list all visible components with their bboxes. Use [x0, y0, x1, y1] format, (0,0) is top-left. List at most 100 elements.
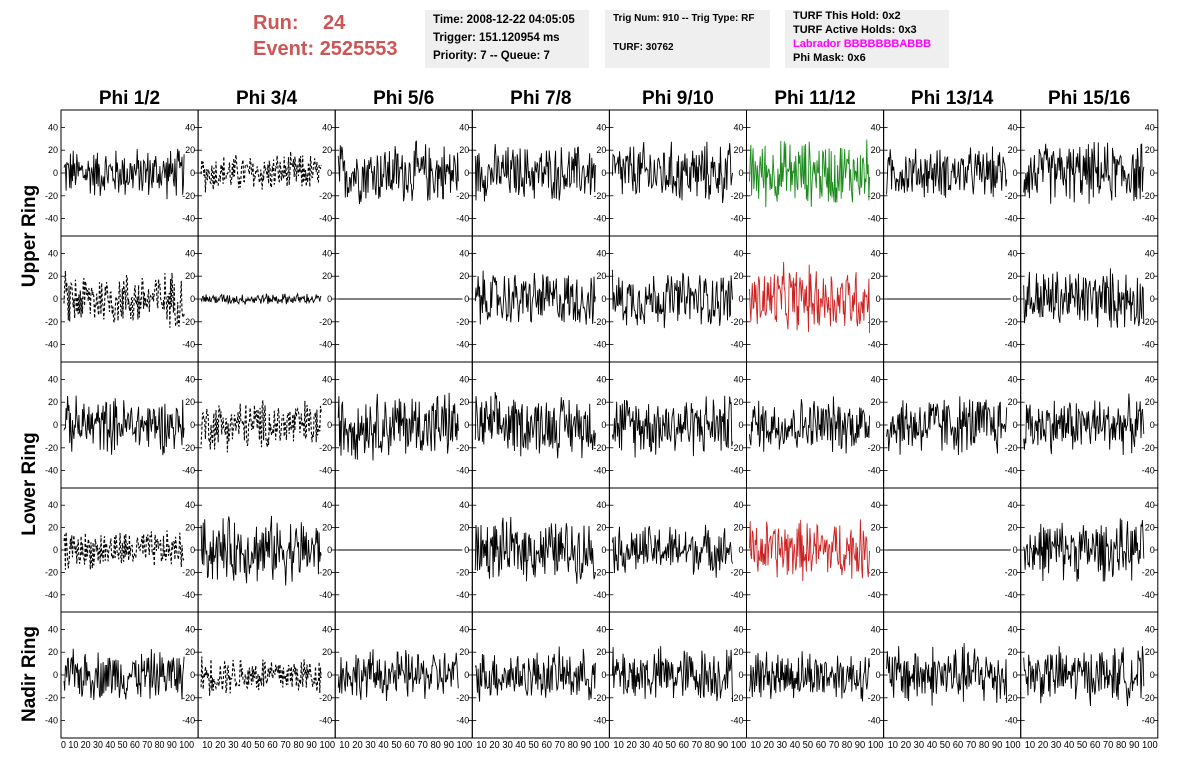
- y-tick-label: 40: [871, 500, 881, 510]
- y-tick-label: -40: [45, 214, 58, 224]
- y-tick-label: -20: [45, 443, 58, 453]
- y-tick-label: -20: [730, 443, 743, 453]
- y-tick-label: 40: [185, 500, 195, 510]
- waveform-trace: [474, 646, 596, 702]
- y-tick-label: -40: [456, 214, 469, 224]
- y-tick-label: 40: [871, 122, 881, 132]
- y-tick-label: -40: [456, 716, 469, 726]
- waveform-trace: [474, 143, 596, 202]
- y-tick-label: 20: [1008, 271, 1018, 281]
- y-tick-label: 40: [733, 500, 743, 510]
- y-tick-label: -20: [319, 443, 332, 453]
- y-tick-label: -20: [1142, 443, 1155, 453]
- priority-text: Priority: 7 -- Queue: 7: [433, 50, 550, 62]
- y-tick-label: 0: [1013, 545, 1018, 555]
- y-tick-label: 20: [596, 145, 606, 155]
- y-tick-label: 0: [53, 420, 58, 430]
- x-tick-label: 10 20 30 40 50 60 70 80 90 100: [202, 740, 335, 751]
- y-tick-label: -20: [182, 317, 195, 327]
- waveform-trace: [611, 395, 733, 458]
- y-tick-label: -20: [593, 317, 606, 327]
- y-tick-label: -20: [45, 317, 58, 327]
- waveform-trace: [63, 148, 185, 200]
- y-tick-label: -40: [319, 466, 332, 476]
- y-tick-label: 0: [327, 420, 332, 430]
- y-tick-label: -20: [868, 693, 881, 703]
- column-header-2: Phi 3/4: [235, 88, 298, 109]
- y-tick-label: 0: [53, 670, 58, 680]
- y-tick-label: -40: [182, 716, 195, 726]
- y-tick-label: -20: [1142, 191, 1155, 201]
- y-tick-label: 20: [871, 271, 881, 281]
- y-tick-label: -40: [45, 716, 58, 726]
- y-tick-label: -40: [182, 214, 195, 224]
- y-tick-label: 0: [876, 545, 881, 555]
- column-header-3: Phi 5/6: [373, 88, 435, 109]
- y-tick-label: 40: [1008, 122, 1018, 132]
- y-tick-label: -40: [593, 716, 606, 726]
- y-tick-label: -20: [1142, 693, 1155, 703]
- y-tick-label: 20: [1145, 397, 1155, 407]
- y-tick-label: -40: [1005, 716, 1018, 726]
- y-tick-label: 0: [464, 420, 469, 430]
- x-tick-label: 10 20 30 40 50 60 70 80 90 100: [613, 740, 746, 751]
- y-tick-label: -20: [45, 693, 58, 703]
- y-tick-label: 40: [733, 248, 743, 258]
- y-tick-label: 20: [459, 647, 469, 657]
- labrador-text: Labrador BBBBBBBABBB: [793, 38, 932, 50]
- waveform-trace: [63, 530, 185, 570]
- y-tick-label: 20: [459, 271, 469, 281]
- waveform-trace: [200, 400, 322, 453]
- column-header-1: Phi 1/2: [98, 88, 161, 109]
- column-header-4: Phi 7/8: [510, 88, 572, 109]
- y-tick-label: 20: [322, 397, 332, 407]
- y-tick-label: -40: [868, 590, 881, 600]
- y-tick-label: 40: [48, 374, 58, 384]
- panel-frame: [60, 487, 199, 613]
- x-tick-label: 10 20 30 40 50 60 70 80 90 100: [1025, 740, 1158, 751]
- y-tick-label: -20: [456, 567, 469, 577]
- y-tick-label: 0: [1013, 294, 1018, 304]
- y-tick-label: 40: [459, 374, 469, 384]
- trigger-info-box: Trig Num: 910 -- Trig Type: RF TURF: 307…: [605, 10, 770, 68]
- y-tick-label: -40: [868, 340, 881, 350]
- column-header-8: Phi 15/16: [1047, 88, 1131, 109]
- y-tick-label: 20: [1145, 145, 1155, 155]
- y-tick-label: -40: [1142, 590, 1155, 600]
- y-tick-label: 0: [327, 294, 332, 304]
- waveform-trace: [63, 270, 185, 328]
- y-tick-label: -20: [868, 191, 881, 201]
- y-tick-label: 20: [1145, 271, 1155, 281]
- y-tick-label: 0: [876, 670, 881, 680]
- y-tick-label: -20: [593, 443, 606, 453]
- y-tick-label: -40: [1005, 466, 1018, 476]
- y-tick-label: -40: [730, 214, 743, 224]
- y-tick-label: 40: [596, 500, 606, 510]
- y-tick-label: 40: [871, 248, 881, 258]
- waveform-trace: [200, 292, 322, 306]
- y-tick-label: 20: [459, 145, 469, 155]
- y-tick-label: -40: [319, 340, 332, 350]
- y-tick-label: -20: [456, 317, 469, 327]
- waveform-trace: [886, 146, 1008, 198]
- y-tick-label: -40: [456, 590, 469, 600]
- y-tick-label: -20: [730, 567, 743, 577]
- y-tick-label: 0: [1013, 670, 1018, 680]
- y-tick-label: -40: [593, 590, 606, 600]
- y-tick-label: 40: [1008, 374, 1018, 384]
- y-tick-label: 20: [48, 523, 58, 533]
- y-tick-label: 40: [185, 624, 195, 634]
- y-tick-label: -40: [1142, 716, 1155, 726]
- y-tick-label: -40: [456, 340, 469, 350]
- y-tick-label: -20: [1005, 443, 1018, 453]
- y-tick-label: -20: [319, 191, 332, 201]
- turf-text: TURF: 30762: [613, 42, 674, 53]
- y-tick-label: 0: [190, 294, 195, 304]
- y-tick-label: -20: [456, 191, 469, 201]
- trig-text: Trig Num: 910 -- Trig Type: RF: [613, 13, 755, 24]
- waveform-trace: [474, 270, 596, 325]
- y-tick-label: 0: [738, 420, 743, 430]
- y-tick-label: -40: [319, 214, 332, 224]
- y-tick-label: 20: [48, 271, 58, 281]
- y-tick-label: 40: [1008, 248, 1018, 258]
